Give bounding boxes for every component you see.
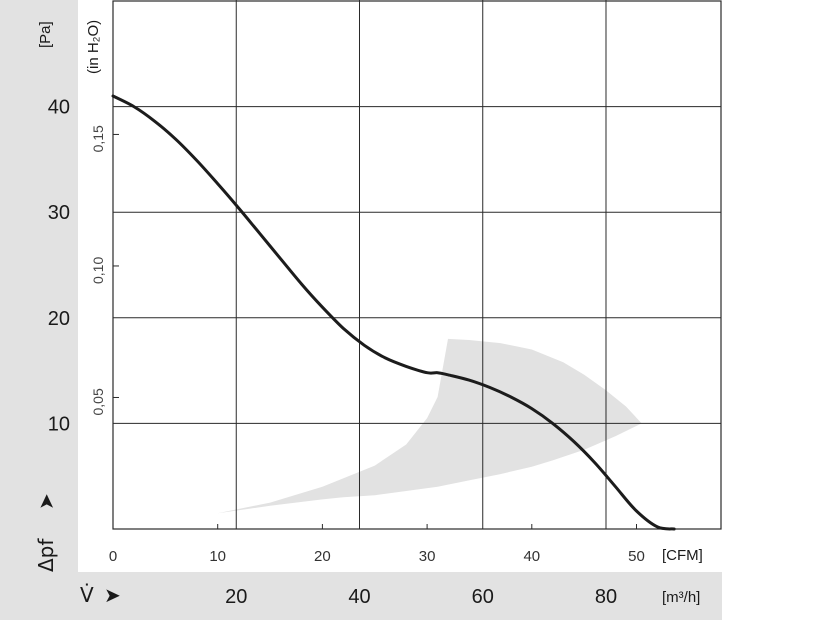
m3h-tick-label: 60 — [472, 586, 494, 608]
x-axis-label: V̇ — [80, 583, 94, 607]
inh2o-unit-label: (in H₂O) — [85, 20, 102, 74]
cfm-tick-label: 30 — [419, 548, 436, 565]
operating-region-layer — [113, 338, 642, 529]
tick-layer: 10 20 30 40 0,05 0,10 0,15 0 10 20 30 40 50 20 40 60 80 — [48, 97, 645, 608]
x-axis-arrow-icon: ➤ — [104, 583, 121, 607]
pa-tick-label: 20 — [48, 308, 70, 330]
operating-region — [113, 338, 642, 529]
inh2o-tick-label: 0,10 — [90, 257, 106, 284]
m3h-tick-label: 40 — [348, 586, 370, 608]
pa-tick-label: 30 — [48, 202, 70, 224]
y-axis-arrow-icon: ➤ — [34, 493, 58, 510]
cfm-tick-label: 20 — [314, 548, 331, 565]
curve-layer — [111, 94, 676, 531]
m3h-tick-label: 80 — [595, 586, 617, 608]
inh2o-tick-label: 0,15 — [90, 125, 106, 152]
performance-curve — [111, 94, 676, 531]
inh2o-tick-label: 0,05 — [90, 388, 106, 415]
bottom-axis-band — [0, 572, 722, 620]
cfm-tick-label: 50 — [628, 548, 645, 565]
m3h-tick-label: 20 — [225, 586, 247, 608]
plot-frame — [112, 0, 722, 530]
grid-layer — [112, 0, 722, 530]
pa-unit-label: [Pa] — [37, 21, 54, 48]
y-axis-label: Δpf — [34, 538, 58, 572]
m3h-unit-label: [m³/h] — [662, 589, 700, 606]
cfm-tick-label: 0 — [109, 548, 117, 565]
cfm-tick-label: 40 — [523, 548, 540, 565]
left-axis-band — [0, 0, 78, 572]
cfm-tick-label: 10 — [209, 548, 226, 565]
cfm-unit-label: [CFM] — [662, 547, 703, 564]
pa-tick-label: 10 — [48, 413, 70, 435]
pa-tick-label: 40 — [48, 97, 70, 119]
